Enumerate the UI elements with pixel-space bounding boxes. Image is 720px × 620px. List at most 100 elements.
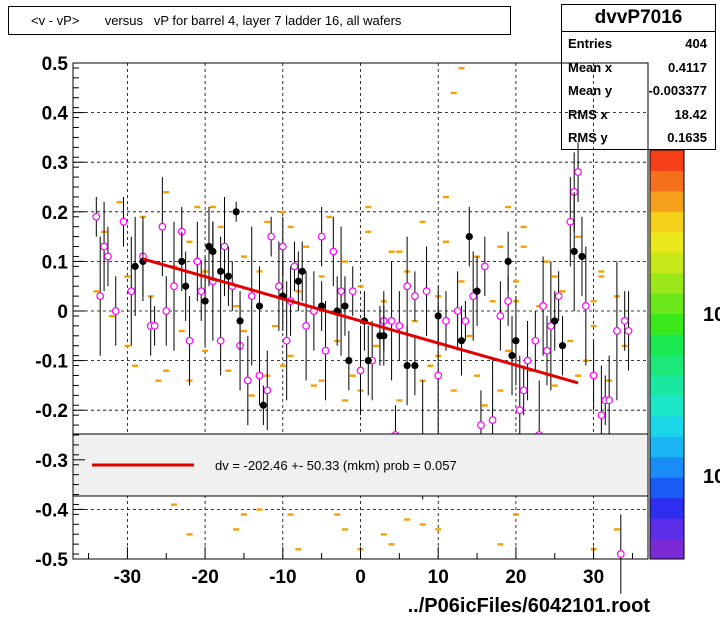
stats-key: RMS y	[568, 130, 608, 145]
marker-point	[111, 307, 120, 315]
density-cell	[186, 533, 193, 536]
density-cell	[365, 230, 372, 234]
legend: dv = -202.46 +- 50.33 (mkm) prob = 0.057	[72, 433, 649, 497]
marker-point	[531, 336, 540, 345]
profile-point	[364, 357, 372, 365]
marker-point	[589, 371, 598, 380]
stats-row-rms-y: RMS y 0.1635	[562, 126, 715, 150]
density-cell	[520, 225, 527, 229]
density-cell	[505, 205, 512, 209]
y-tick-label: 0	[57, 302, 68, 323]
density-cell	[194, 205, 201, 209]
profile-point	[236, 317, 244, 325]
profile-point	[570, 247, 578, 256]
palette-cell	[650, 211, 684, 233]
density-cell	[365, 205, 372, 209]
profile-point	[403, 361, 411, 370]
palette-frame	[649, 149, 685, 560]
density-cell	[466, 334, 473, 338]
profile-point	[434, 312, 442, 320]
marker-point	[170, 282, 178, 291]
legend-label: dv = -202.46 +- 50.33 (mkm) prob = 0.057	[215, 458, 457, 473]
stats-value: 404	[685, 36, 707, 51]
density-cell	[520, 245, 527, 248]
profile-point	[209, 247, 217, 256]
x-tick-labels: -30 -20 -10 0 10 20 30	[114, 567, 605, 588]
density-cell	[512, 513, 519, 516]
file-path-label: ../P06icFiles/6042101.root	[407, 595, 650, 617]
density-cell	[108, 314, 115, 318]
density-cell	[598, 275, 605, 278]
palette-cell	[650, 170, 684, 192]
density-cell	[388, 543, 395, 546]
density-cell	[567, 339, 574, 343]
chart-title: <v - vP> versus vP for barrel 4, layer 7…	[8, 6, 511, 35]
density-cell	[411, 319, 418, 323]
profile-point	[473, 287, 481, 295]
y-tick-label: 0.3	[42, 153, 68, 174]
density-cell	[590, 300, 597, 303]
palette-cell	[650, 252, 684, 274]
palette-cell	[650, 313, 684, 335]
density-cell	[419, 220, 426, 224]
marker-point	[317, 232, 326, 241]
density-cell	[178, 329, 185, 333]
density-cell	[341, 399, 348, 402]
y-tick-label: -0.3	[35, 451, 68, 472]
marker-point	[422, 287, 431, 296]
density-cell	[598, 270, 605, 273]
profile-point	[504, 257, 512, 265]
y-tick-label: -0.4	[35, 500, 68, 521]
marker-point	[158, 222, 167, 231]
stats-name: dvvP7016	[562, 5, 715, 32]
density-cell	[240, 255, 247, 258]
density-cell	[559, 290, 566, 293]
density-cell	[233, 528, 240, 531]
x-tick-label: -30	[114, 567, 141, 588]
marker-point	[96, 292, 105, 301]
density-cell	[380, 533, 387, 536]
density-cell	[497, 389, 504, 392]
marker-point	[243, 376, 252, 385]
marker-point	[515, 406, 524, 415]
y-tick-label: -0.2	[35, 401, 68, 422]
density-cell	[318, 379, 325, 382]
density-cell	[551, 275, 558, 278]
profile-point	[178, 257, 186, 265]
profile-point	[131, 262, 139, 270]
profile-point	[224, 272, 233, 280]
y-tick-label: -0.5	[35, 550, 68, 571]
density-cell	[264, 220, 271, 224]
palette-cell	[650, 477, 684, 499]
marker-point	[356, 366, 365, 375]
marker-point	[480, 262, 489, 271]
marker-point	[624, 326, 633, 335]
marker-point	[442, 317, 450, 325]
marker-point	[434, 371, 443, 380]
marker-point	[302, 321, 311, 330]
density-cell	[163, 369, 170, 372]
color-palette	[649, 149, 685, 560]
marker-point	[597, 411, 606, 420]
profile-point	[411, 361, 419, 370]
profile-point	[551, 317, 559, 325]
y-tick-label: 0.2	[42, 203, 68, 224]
marker-point	[282, 336, 291, 345]
density-cell	[404, 518, 411, 521]
marker-point	[278, 242, 287, 251]
marker-point	[275, 282, 283, 291]
density-cell	[124, 275, 131, 278]
profile-point	[232, 208, 240, 216]
marker-point	[92, 212, 101, 221]
marker-point	[477, 421, 485, 429]
density-cell	[326, 215, 333, 219]
marker-point	[395, 321, 404, 330]
palette-cell	[650, 538, 684, 560]
x-tick-label: -20	[191, 567, 218, 588]
density-cell	[209, 205, 216, 209]
marker-point	[574, 168, 582, 177]
density-cell	[240, 329, 247, 333]
density-cell	[458, 66, 465, 70]
density-cell	[349, 374, 356, 377]
